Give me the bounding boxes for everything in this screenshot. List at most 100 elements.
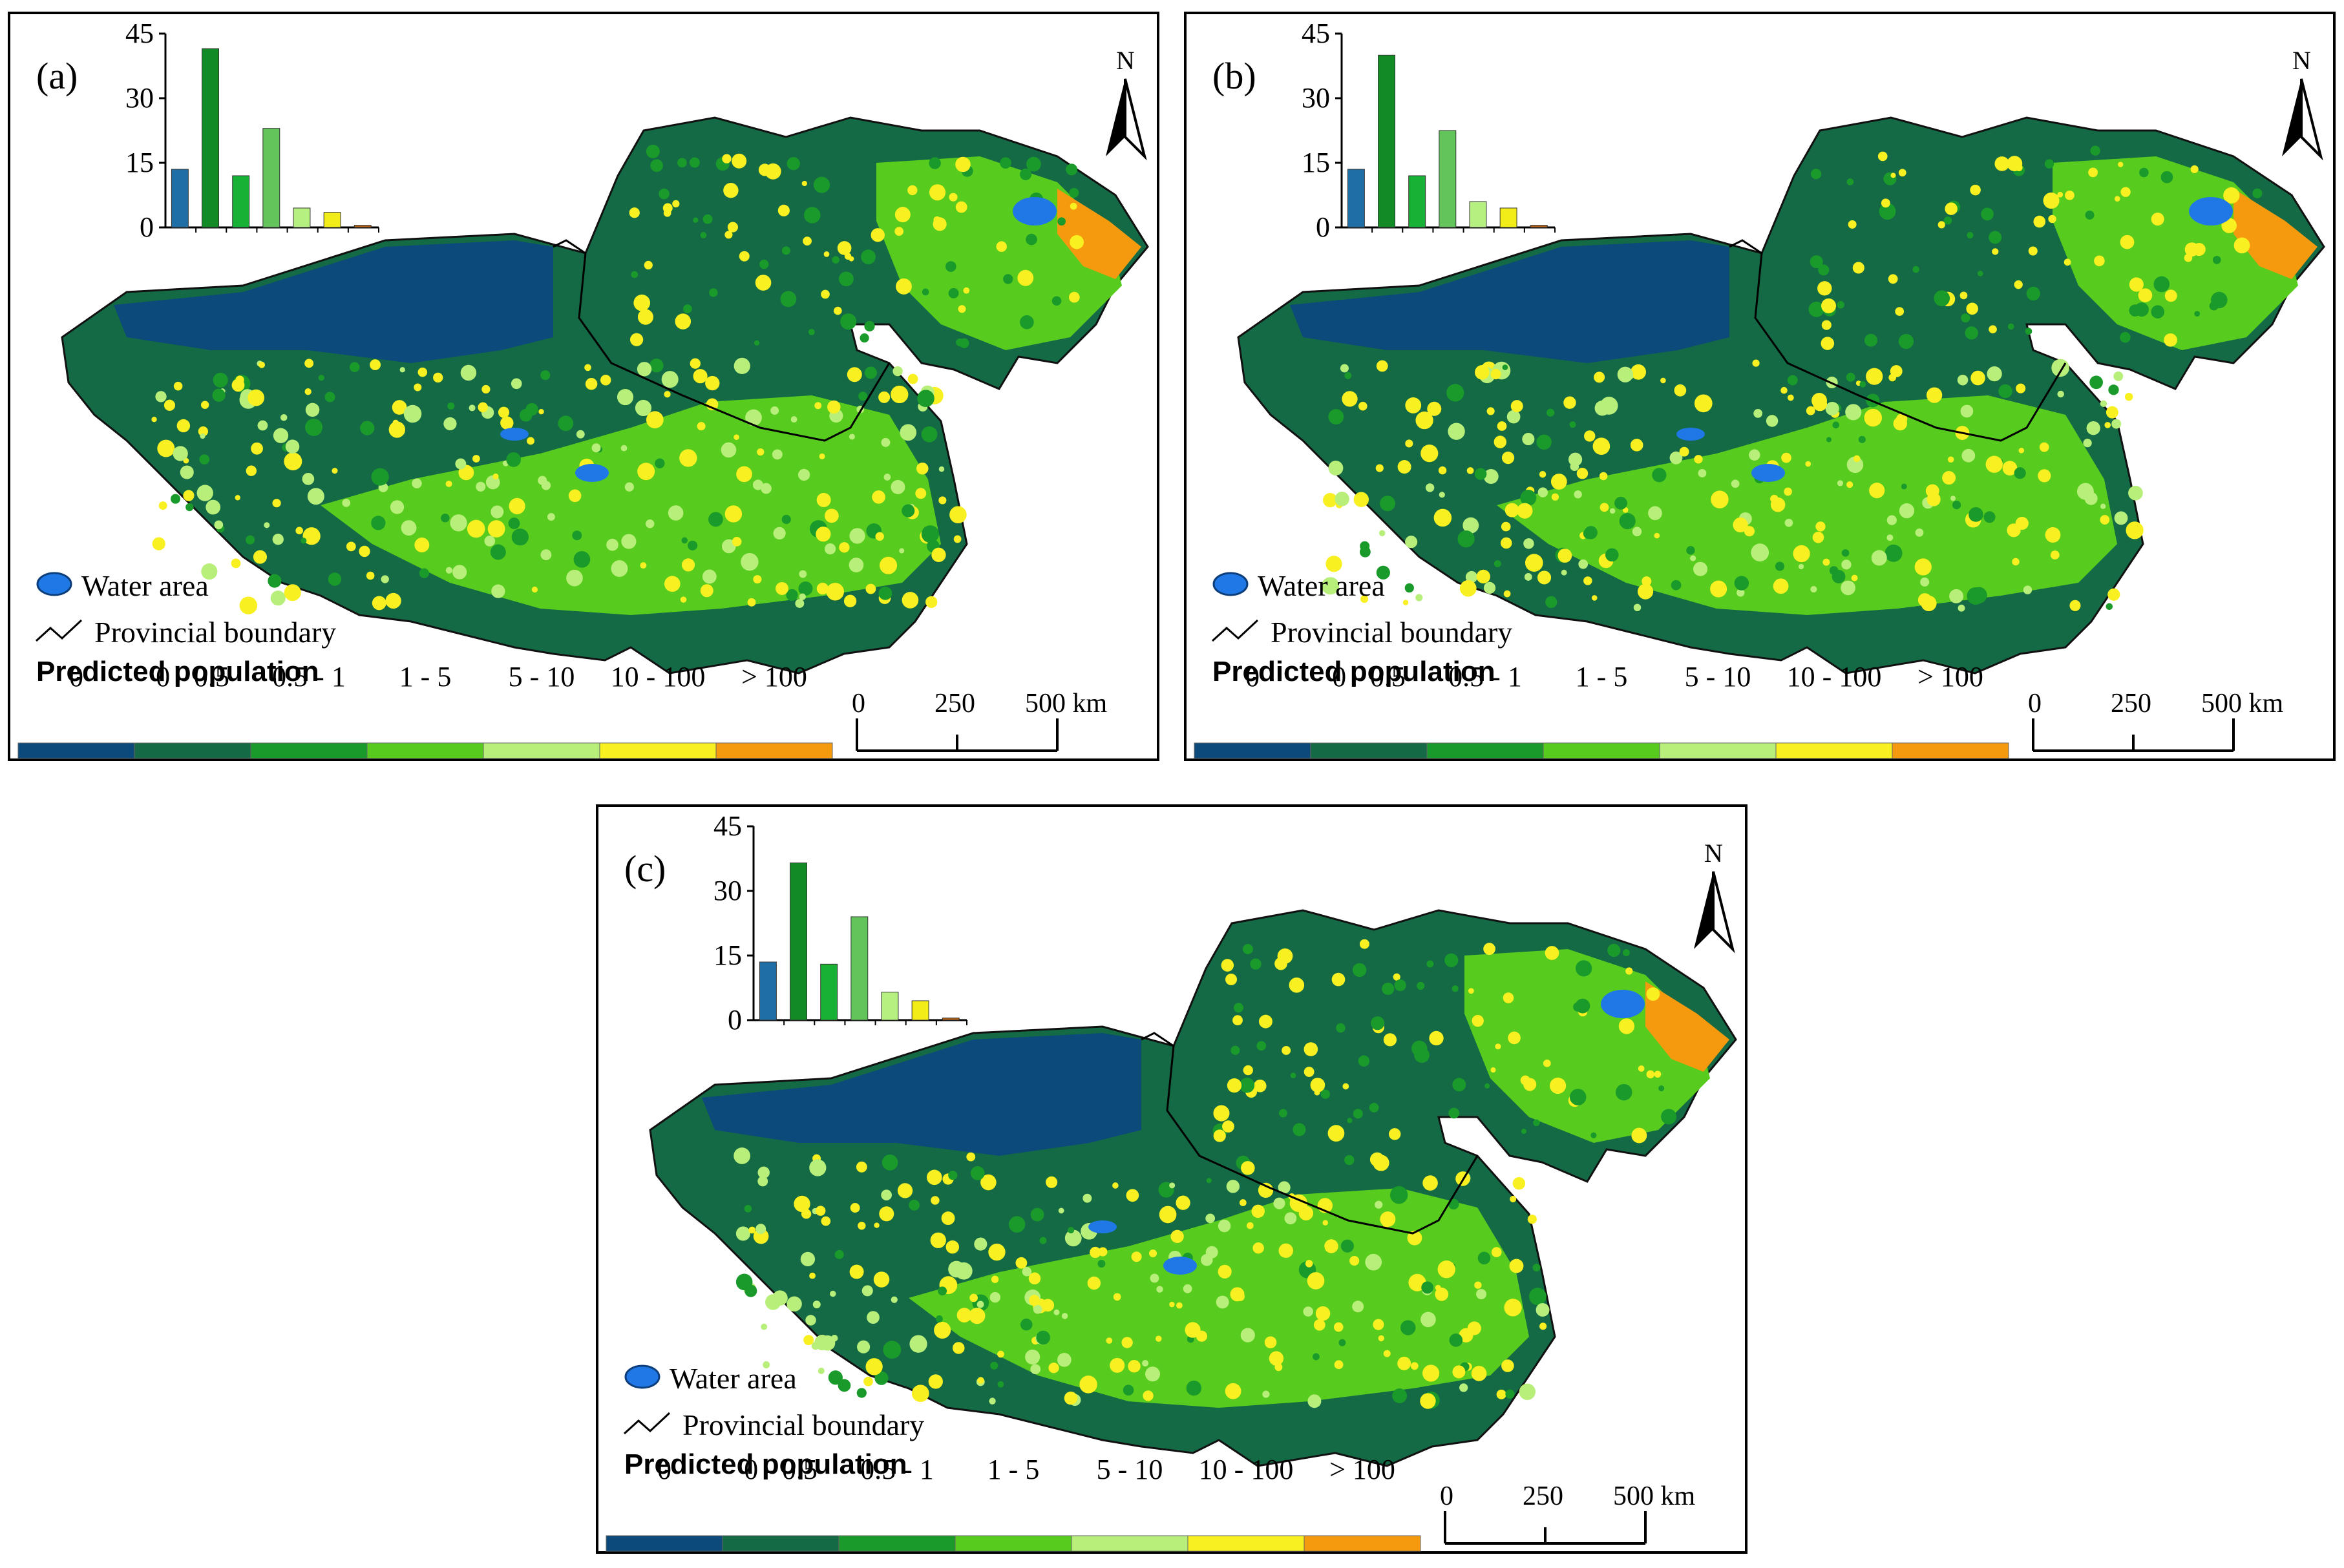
density-patch	[757, 448, 765, 456]
density-patch	[830, 1290, 836, 1297]
density-patch	[611, 560, 628, 577]
legend-swatch	[1426, 742, 1544, 759]
density-patch	[1022, 1266, 1032, 1277]
density-patch	[650, 159, 663, 172]
density-patch	[1592, 437, 1610, 455]
density-patch	[1967, 587, 1985, 605]
histogram-bar	[850, 916, 869, 1021]
density-patch	[1112, 1182, 1119, 1189]
density-patch	[531, 586, 538, 593]
density-patch	[860, 333, 869, 343]
density-patch	[621, 534, 637, 549]
density-patch	[2044, 159, 2054, 169]
boundary-legend: Provincial boundary	[1211, 616, 1512, 649]
density-patch	[1775, 561, 1785, 571]
density-patch	[1983, 511, 1996, 523]
boundary-line-icon	[35, 619, 83, 642]
density-patch	[945, 261, 956, 272]
density-patch	[1858, 435, 1866, 443]
density-patch	[1618, 1018, 1635, 1034]
density-patch	[1340, 364, 1349, 373]
density-patch	[1457, 530, 1475, 548]
density-patch	[840, 313, 857, 330]
water-area-icon	[1212, 572, 1249, 596]
histogram-bar	[942, 1018, 960, 1021]
density-patch	[1370, 1016, 1385, 1030]
north-label: N	[1116, 46, 1135, 75]
density-patch	[441, 514, 450, 523]
density-patch	[268, 574, 282, 588]
density-patch	[1494, 560, 1501, 568]
north-arrow-icon	[1106, 79, 1125, 156]
density-patch	[1123, 1385, 1134, 1396]
density-patch	[1169, 1182, 1176, 1189]
density-patch	[1522, 433, 1535, 446]
density-patch	[977, 1377, 984, 1384]
legend-class-label: 5 - 10	[509, 661, 575, 693]
density-patch	[795, 599, 805, 608]
density-patch	[958, 305, 966, 313]
density-patch	[1614, 496, 1627, 510]
legend-swatch	[1543, 742, 1660, 759]
density-patch	[1510, 1195, 1517, 1202]
density-patch	[849, 256, 854, 262]
density-patch	[909, 1335, 927, 1353]
density-patch	[235, 495, 240, 501]
density-patch	[251, 442, 263, 455]
density-patch	[1378, 1335, 1384, 1342]
density-patch	[390, 500, 405, 514]
density-patch	[2002, 461, 2018, 476]
density-patch	[1817, 281, 1832, 296]
density-patch	[2069, 600, 2081, 611]
density-patch	[1798, 563, 1804, 570]
density-patch	[1537, 487, 1548, 497]
density-patch	[1501, 451, 1515, 465]
density-patch	[938, 496, 947, 505]
density-patch	[758, 163, 771, 176]
density-patch	[1376, 565, 1390, 580]
density-patch	[907, 185, 918, 196]
density-patch	[1216, 1295, 1229, 1309]
density-patch	[370, 359, 381, 371]
density-patch	[2233, 237, 2250, 254]
density-patch	[1679, 446, 1689, 457]
density-patch	[1303, 1306, 1313, 1317]
density-patch	[799, 593, 806, 600]
density-patch	[1466, 467, 1474, 474]
legend-class-label: 5 - 10	[1097, 1454, 1163, 1485]
legend-swatch	[1659, 742, 1777, 759]
density-patch	[1578, 559, 1589, 569]
density-patch	[490, 544, 506, 560]
density-patch	[1041, 1299, 1055, 1312]
density-patch	[447, 402, 455, 410]
density-patch	[827, 400, 841, 414]
density-patch	[1821, 337, 1835, 350]
density-patch	[930, 1232, 946, 1248]
density-patch	[708, 512, 723, 527]
density-patch	[1784, 518, 1793, 527]
density-patch	[1686, 546, 1695, 555]
density-patch	[757, 1176, 768, 1187]
density-patch	[1698, 469, 1707, 477]
density-patch	[931, 1196, 940, 1205]
density-patch	[280, 414, 288, 421]
histogram-bar	[262, 128, 280, 228]
density-patch	[1841, 549, 1850, 557]
histogram-bar	[202, 48, 220, 228]
density-patch	[1314, 1089, 1320, 1096]
density-patch	[1325, 556, 1342, 572]
density-patch	[1278, 1109, 1287, 1118]
density-patch	[1821, 298, 1837, 313]
density-patch	[1020, 315, 1034, 329]
density-patch	[732, 537, 742, 547]
density-patch	[478, 402, 488, 413]
density-patch	[1097, 1259, 1106, 1268]
density-patch	[907, 373, 918, 384]
panel-svg: (a) 45 30 15 0 N Water area Provincial boun…	[17, 17, 1149, 759]
density-patch	[307, 488, 324, 505]
density-patch	[1630, 439, 1643, 452]
density-patch	[2164, 333, 2177, 347]
density-patch	[1731, 479, 1740, 488]
density-patch	[753, 575, 762, 584]
north-arrow-icon	[2282, 79, 2301, 156]
